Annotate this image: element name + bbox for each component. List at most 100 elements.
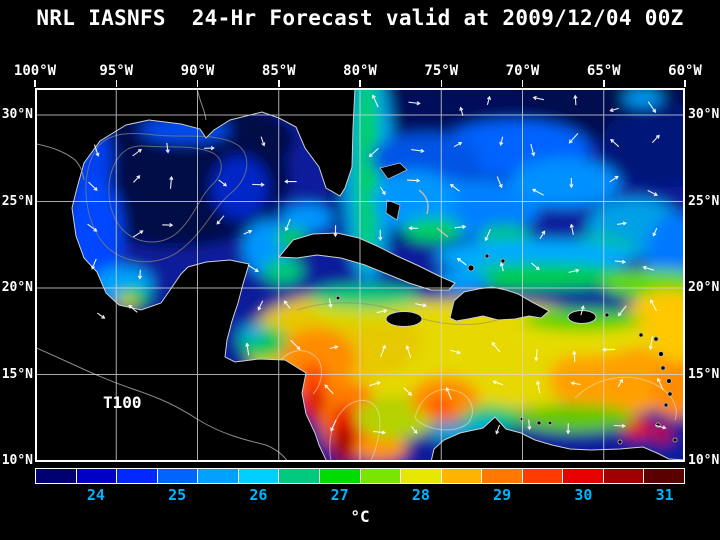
current-vector-arrow: [617, 378, 623, 387]
isotherm-contours: [274, 350, 677, 462]
current-vector-arrow: [415, 303, 427, 308]
current-vector-arrow: [617, 221, 627, 226]
current-vector-arrow: [96, 312, 106, 319]
lat-tick-label-right: 10°N: [688, 453, 720, 468]
colorbar-segment: [644, 469, 684, 483]
current-vector-arrow: [284, 179, 297, 184]
current-vector-arrow: [87, 223, 98, 232]
lat-tick-label-right: 25°N: [688, 193, 720, 209]
current-vector-arrow: [88, 181, 98, 191]
axis-tick-top: [440, 80, 442, 87]
current-vector-arrow: [527, 419, 532, 431]
current-vector-arrow: [531, 262, 540, 271]
lat-tick-label-right: 30°N: [688, 107, 720, 122]
lon-tick-label: 75°W: [424, 63, 459, 79]
current-vector-arrow: [650, 299, 657, 312]
land-south-america: [430, 416, 685, 462]
lat-tick-label-left: 10°N: [1, 453, 33, 468]
lon-tick-label: 65°W: [586, 63, 621, 79]
current-vector-arrow: [328, 298, 333, 309]
land-hispaniola: [449, 286, 550, 322]
colorbar-segment: [319, 469, 361, 483]
axis-tick-top: [278, 80, 280, 87]
current-vector-arrow: [260, 136, 266, 147]
current-vector-arrow: [137, 269, 143, 280]
current-vector-arrow: [218, 179, 228, 187]
current-vector-arrow: [93, 144, 100, 157]
current-vector-arrow: [532, 95, 545, 101]
island-chain-outlines: [418, 189, 449, 238]
current-vector-arrow: [445, 387, 452, 400]
colorbar-segment: [441, 469, 483, 483]
land-small-islands: [335, 162, 678, 445]
current-vector-arrow: [380, 186, 386, 196]
colorbar-segment: [360, 469, 402, 483]
map-overlay-label: T100: [103, 393, 142, 412]
map-canvas: T100: [35, 88, 685, 462]
colorbar-segment: [279, 469, 320, 483]
current-vector-arrow: [491, 341, 501, 353]
colorbar-unit: °C: [350, 507, 370, 526]
current-vector-arrow: [329, 345, 339, 350]
current-vector-arrow: [454, 224, 467, 229]
current-vector-arrow: [499, 136, 504, 147]
current-vector-arrow: [204, 146, 215, 151]
axis-tick-top: [34, 80, 36, 87]
current-vector-arrow: [132, 230, 144, 238]
current-vector-arrow: [165, 142, 170, 154]
current-vector-arrow: [252, 182, 265, 187]
colorbar-tick-label: 27: [330, 486, 349, 504]
current-vector-arrow: [647, 189, 658, 196]
current-vector-arrow: [613, 423, 626, 428]
current-vector-arrow: [573, 94, 578, 106]
current-vector-arrow: [333, 225, 338, 238]
current-vector-arrow: [651, 134, 660, 144]
current-vector-arrow: [568, 133, 579, 144]
grid-lines: [35, 88, 685, 462]
current-vector-arrow: [609, 107, 619, 113]
current-vector-arrow: [449, 183, 460, 192]
current-vector-arrow: [459, 106, 464, 116]
lat-tick-label-left: 30°N: [1, 107, 33, 122]
current-vector-arrow: [569, 177, 574, 189]
current-vector-arrow: [283, 300, 291, 309]
current-vector-arrow: [601, 347, 616, 352]
current-vector-arrow: [614, 259, 627, 264]
current-vector-arrow: [609, 175, 619, 183]
current-vector-arrow: [652, 227, 658, 237]
current-vector-arrow: [247, 264, 259, 272]
current-vector-arrow: [496, 176, 503, 189]
lon-tick-label: 60°W: [668, 63, 702, 79]
current-vector-arrow: [453, 141, 463, 148]
current-vector-arrow: [132, 148, 142, 157]
current-vector-arrow: [534, 349, 539, 362]
current-vector-arrow: [572, 350, 577, 362]
colorbar-segment: [522, 469, 564, 483]
land-mask: [35, 88, 685, 462]
lat-tick-label-left: 25°N: [1, 193, 33, 209]
current-vector-arrow: [456, 257, 467, 266]
figure-title: NRL IASNFS 24-Hr Forecast valid at 2009/…: [36, 6, 684, 30]
current-vector-arrow: [330, 419, 337, 432]
colorbar-tick-label: 26: [249, 486, 268, 504]
current-vector-arrow: [408, 101, 421, 106]
colorbar-segment: [198, 469, 239, 483]
current-vector-arrow: [656, 377, 664, 391]
current-vector-arrow: [169, 175, 174, 189]
current-vector-arrow: [484, 229, 491, 242]
colorbar-segment: [36, 469, 77, 483]
current-vector-arrow: [245, 342, 250, 356]
colorbar-tick-label: 28: [411, 486, 430, 504]
axis-tick-top: [603, 80, 605, 87]
lat-tick-label-left: 20°N: [1, 280, 33, 295]
current-vector-arrow: [403, 387, 412, 396]
land-jamaica: [385, 311, 423, 327]
colorbar-segment: [238, 469, 280, 483]
axis-tick-top: [196, 80, 199, 87]
current-vector-arrow: [128, 304, 138, 313]
current-vector-arrow: [617, 305, 627, 317]
land-north-america: [35, 88, 356, 462]
current-vector-arrow: [91, 258, 97, 270]
current-vector-arrow: [373, 430, 386, 435]
